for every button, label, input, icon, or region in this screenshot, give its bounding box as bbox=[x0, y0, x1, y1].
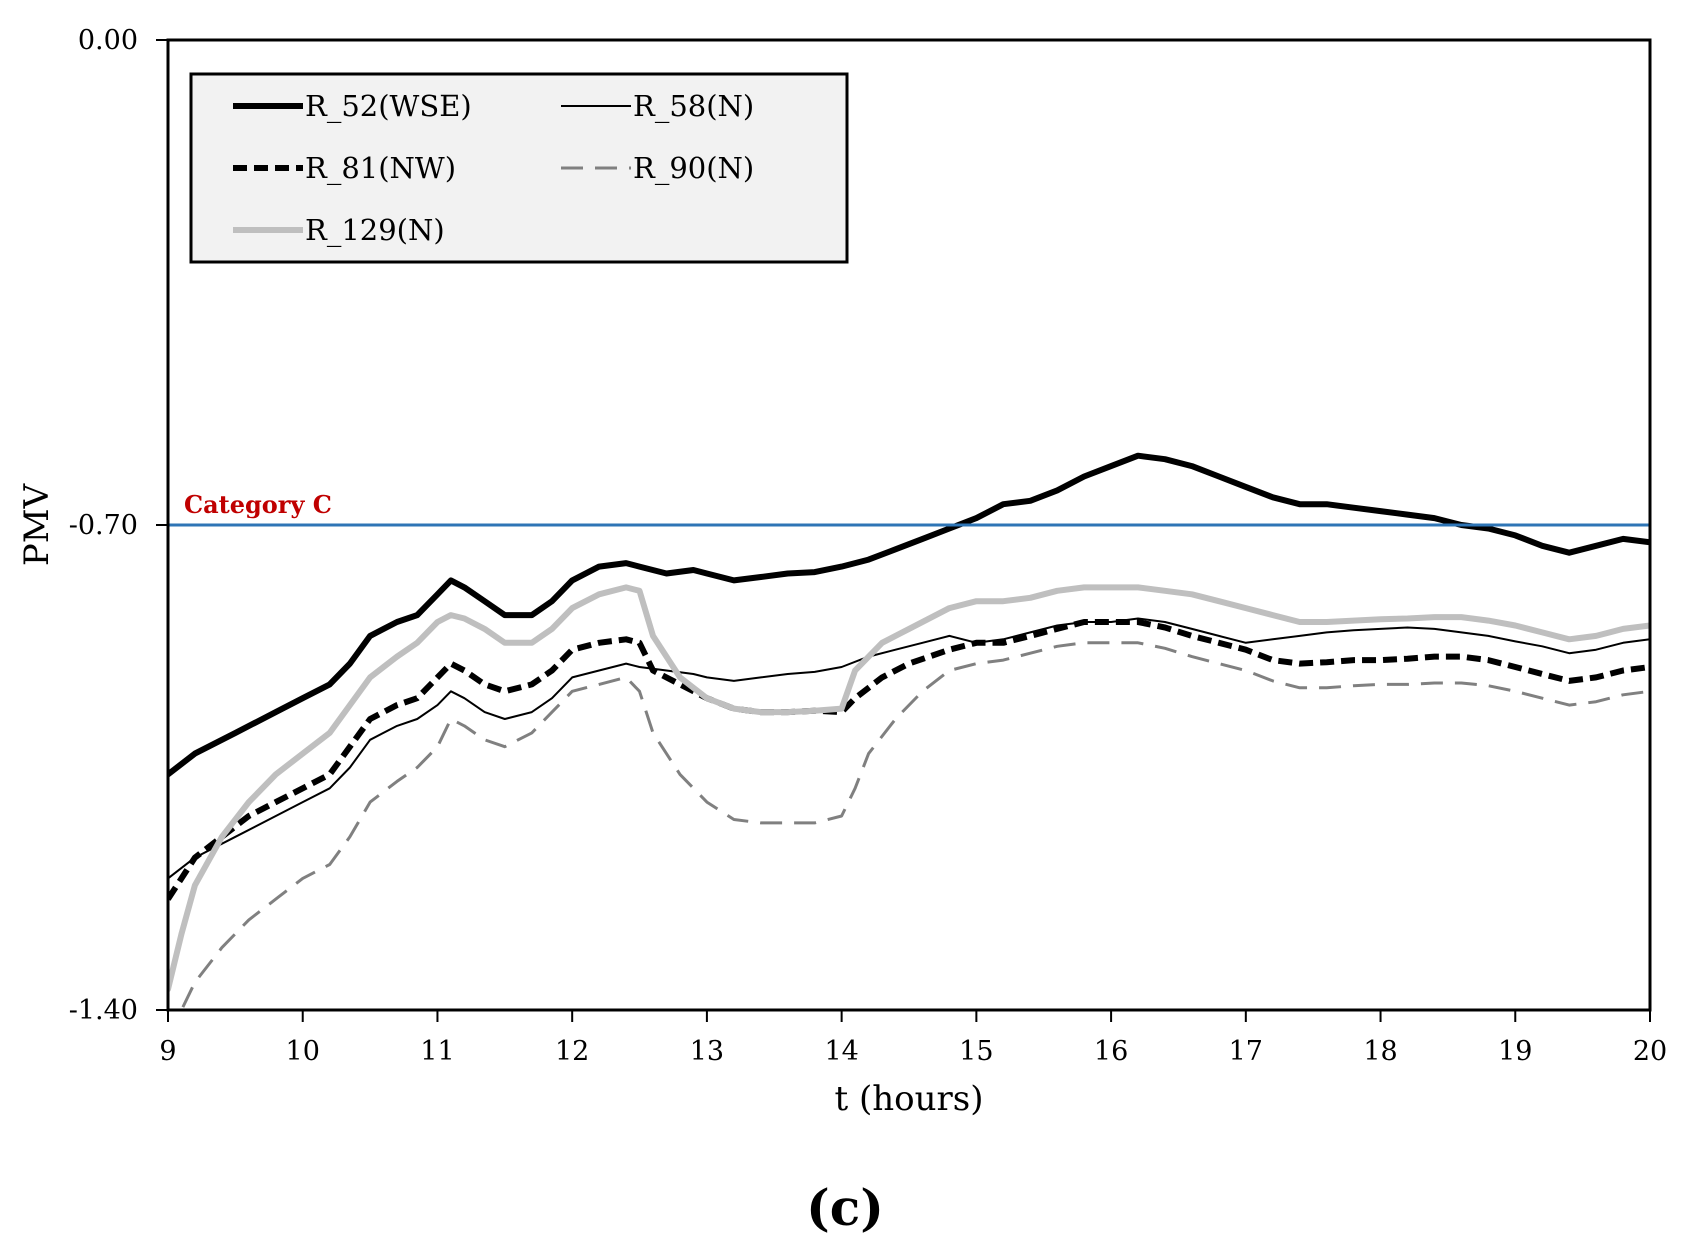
y-tick-label: -1.40 bbox=[69, 995, 138, 1026]
series-line-5 bbox=[168, 584, 1650, 993]
category-c-label: Category C bbox=[184, 490, 332, 519]
legend: R_52(WSE) R_58(N) R_81(NW) R_90(N) R_129(N) bbox=[189, 72, 849, 264]
x-tick-label: 11 bbox=[420, 1036, 454, 1067]
x-tick-label: 13 bbox=[690, 1036, 724, 1067]
x-tick-label: 16 bbox=[1094, 1036, 1128, 1067]
axis-ticks: 9 10 11 12 13 14 15 16 17 18 19 20 0.00 -0.70 -1.40 bbox=[69, 25, 1667, 1067]
legend-label: R_81(NW) bbox=[305, 151, 456, 186]
x-tick-label: 17 bbox=[1229, 1036, 1263, 1067]
legend-label: R_58(N) bbox=[633, 89, 754, 124]
y-axis-title: PMV bbox=[17, 482, 57, 566]
series-line-4 bbox=[179, 641, 1650, 1010]
panel-label-letter: c bbox=[830, 1178, 860, 1237]
x-tick-label: 10 bbox=[286, 1036, 320, 1067]
series-line-3 bbox=[168, 619, 1650, 901]
y-tick-label: -0.70 bbox=[69, 510, 138, 541]
x-tick-label: 9 bbox=[159, 1036, 176, 1067]
x-tick-label: 19 bbox=[1498, 1036, 1532, 1067]
y-tick-label: 0.00 bbox=[78, 25, 138, 56]
legend-label: R_90(N) bbox=[633, 151, 754, 186]
legend-label: R_52(WSE) bbox=[305, 89, 472, 124]
x-tick-label: 15 bbox=[959, 1036, 993, 1067]
series-lines bbox=[168, 452, 1650, 1010]
panel-label: (c) bbox=[806, 1178, 884, 1237]
series-line-1 bbox=[168, 452, 1650, 778]
x-axis-title: t (hours) bbox=[835, 1079, 984, 1119]
x-tick-label: 14 bbox=[824, 1036, 858, 1067]
legend-label: R_129(N) bbox=[305, 213, 445, 248]
x-tick-label: 18 bbox=[1363, 1036, 1397, 1067]
x-tick-label: 12 bbox=[555, 1036, 589, 1067]
x-tick-label: 20 bbox=[1633, 1036, 1667, 1067]
panel-label-close-paren: ) bbox=[860, 1178, 884, 1237]
panel-label-open-paren: ( bbox=[806, 1178, 830, 1237]
